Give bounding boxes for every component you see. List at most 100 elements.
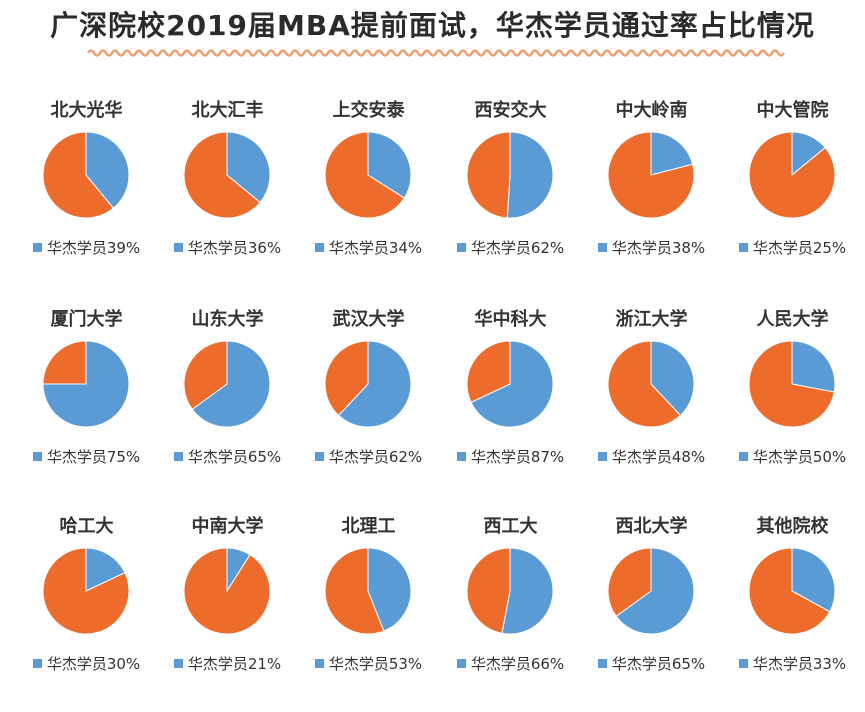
legend-swatch-icon (456, 659, 466, 668)
legend-swatch-icon (597, 452, 607, 461)
pie-chart-cell: 上交安泰华杰学员34% (298, 96, 439, 296)
pie-legend: 华杰学员48% (581, 446, 722, 467)
pie-slice-huajie (791, 340, 836, 393)
legend-label: 华杰学员21% (187, 655, 282, 673)
pie-chart (607, 340, 695, 428)
legend-label: 华杰学员53% (328, 655, 423, 673)
pie-chart-cell: 北理工华杰学员53% (298, 512, 439, 712)
pie-legend: 华杰学员66% (440, 653, 581, 674)
legend-swatch-icon (738, 659, 748, 668)
pie-slice-other (466, 131, 511, 219)
legend-swatch-icon (456, 243, 466, 252)
pie-chart-title: 上交安泰 (332, 100, 405, 121)
pie-slice-other (748, 547, 831, 635)
pie-slice-huajie (191, 340, 271, 428)
pie-chart (42, 340, 130, 428)
pie-chart (183, 340, 271, 428)
legend-swatch-icon (173, 659, 183, 668)
legend-label: 华杰学员30% (46, 655, 141, 673)
legend-swatch-icon (32, 452, 42, 461)
pie-chart (42, 131, 130, 219)
pie-slice-huajie (506, 131, 554, 219)
legend-swatch-icon (314, 243, 324, 252)
pie-chart-title: 其他院校 (756, 516, 829, 537)
pie-chart-cell: 哈工大 华杰学员30% (16, 512, 157, 712)
pie-slice-huajie (337, 340, 412, 428)
pie-chart-cell: 北大汇丰 华杰学员36% (157, 96, 298, 296)
pie-slice-huajie (650, 131, 694, 176)
pie-chart (183, 547, 271, 635)
pie-slice-other (607, 131, 695, 219)
pie-legend: 华杰学员38% (581, 237, 722, 258)
pie-chart-cell: 山东大学 华杰学员65% (157, 305, 298, 505)
pie-slice-huajie (650, 340, 695, 417)
legend-swatch-icon (173, 452, 183, 461)
pie-chart (748, 131, 836, 219)
pie-legend: 华杰学员75% (16, 446, 157, 467)
legend-label: 华杰学员66% (470, 655, 565, 673)
legend-label: 华杰学员34% (328, 239, 423, 257)
pie-legend: 华杰学员30% (16, 653, 157, 674)
pie-chart-grid: 北大光华 华杰学员39% 北大汇丰 华杰学员36% 上交安泰 华杰学员34% 西安交大 华杰学… (16, 96, 863, 674)
pie-slice-huajie (501, 547, 554, 635)
legend-swatch-icon (314, 452, 324, 461)
pie-chart (466, 547, 554, 635)
pie-chart (42, 547, 130, 635)
pie-slice-huajie (367, 547, 412, 632)
pie-chart (748, 340, 836, 428)
legend-label: 华杰学员38% (611, 239, 706, 257)
pie-slice-other (183, 547, 271, 635)
legend-label: 华杰学员87% (470, 448, 565, 466)
legend-label: 华杰学员62% (470, 239, 565, 257)
pie-chart-cell: 人民大学 华杰学员50% (722, 305, 863, 505)
legend-swatch-icon (173, 243, 183, 252)
pie-chart-cell: 中大管院 华杰学员25% (722, 96, 863, 296)
pie-chart-title: 北理工 (341, 516, 396, 537)
pie-chart (324, 547, 412, 635)
pie-chart-title: 西安交大 (474, 100, 547, 121)
pie-chart-cell: 西工大华杰学员66% (440, 512, 581, 712)
pie-chart-cell: 其他院校华杰学员33% (722, 512, 863, 712)
pie-chart-title: 厦门大学 (50, 309, 123, 330)
pie-legend: 华杰学员33% (722, 653, 863, 674)
legend-swatch-icon (738, 243, 748, 252)
legend-label: 华杰学员75% (46, 448, 141, 466)
pie-chart-cell: 厦门大学华杰学员75% (16, 305, 157, 505)
pie-slice-other (748, 131, 836, 219)
legend-swatch-icon (597, 243, 607, 252)
pie-legend: 华杰学员39% (16, 237, 157, 258)
pie-chart-title: 西工大 (483, 516, 538, 537)
pie-legend: 华杰学员62% (298, 446, 439, 467)
pie-slice-other (324, 340, 369, 417)
pie-chart-title: 西北大学 (615, 516, 688, 537)
pie-chart (466, 340, 554, 428)
pie-chart-title: 武汉大学 (332, 309, 405, 330)
legend-swatch-icon (32, 243, 42, 252)
pie-chart (466, 131, 554, 219)
pie-slice-other (324, 131, 405, 219)
pie-chart-cell: 武汉大学华杰学员62% (298, 305, 439, 505)
pie-chart-title: 人民大学 (756, 309, 829, 330)
legend-label: 华杰学员48% (611, 448, 706, 466)
pie-legend: 华杰学员62% (440, 237, 581, 258)
pie-legend: 华杰学员21% (157, 653, 298, 674)
pie-chart (607, 547, 695, 635)
pie-legend: 华杰学员36% (157, 237, 298, 258)
page-title: 广深院校2019届MBA提前面试，华杰学员通过率占比情况 (50, 9, 815, 42)
legend-swatch-icon (314, 659, 324, 668)
pie-chart-title: 北大光华 (50, 100, 123, 121)
legend-label: 华杰学员65% (611, 655, 706, 673)
pie-slice-other (42, 131, 115, 219)
legend-swatch-icon (456, 452, 466, 461)
legend-swatch-icon (32, 659, 42, 668)
pie-slice-other (607, 340, 682, 428)
legend-label: 华杰学员25% (752, 239, 847, 257)
pie-chart-title: 山东大学 (191, 309, 264, 330)
legend-label: 华杰学员39% (46, 239, 141, 257)
pie-slice-huajie (791, 547, 836, 613)
pie-legend: 华杰学员65% (581, 653, 722, 674)
pie-slice-huajie (42, 340, 130, 428)
pie-slice-huajie (85, 547, 126, 592)
pie-slice-other (466, 547, 511, 634)
legend-swatch-icon (738, 452, 748, 461)
